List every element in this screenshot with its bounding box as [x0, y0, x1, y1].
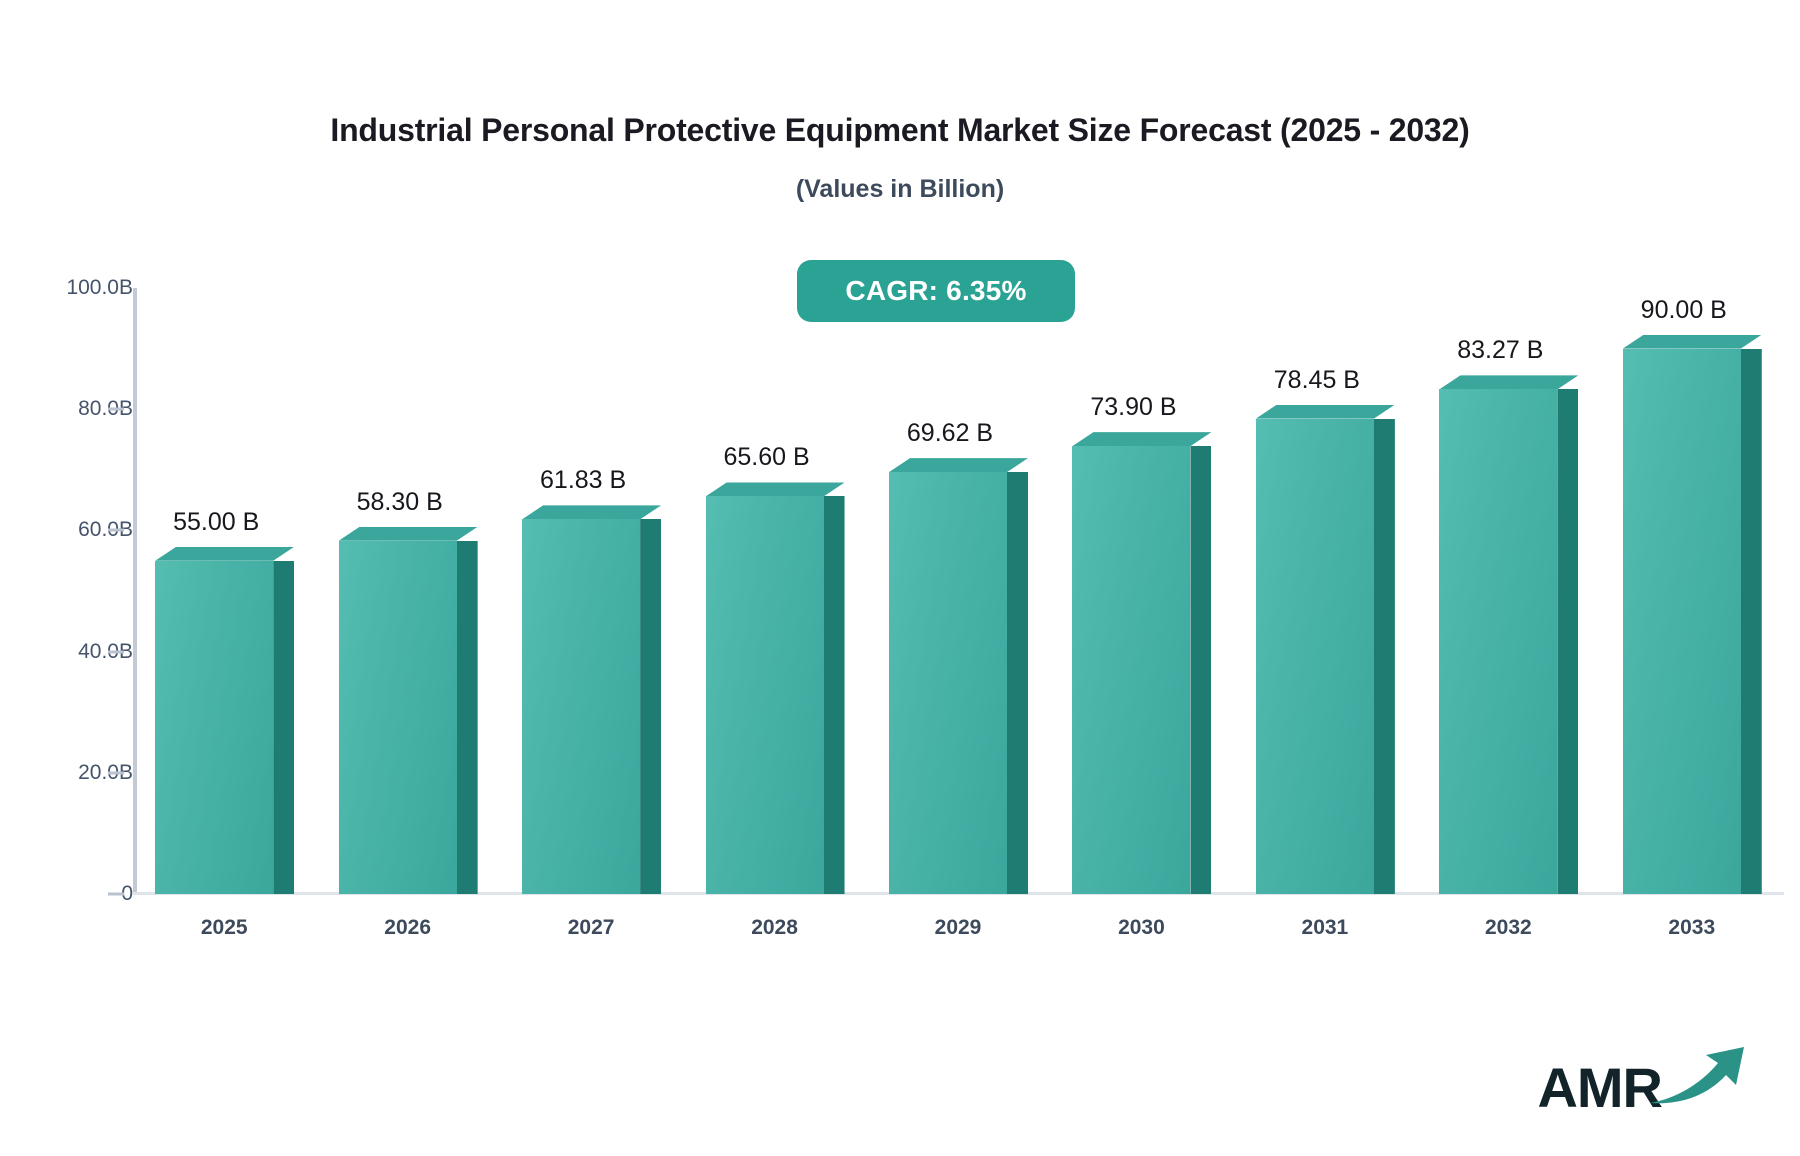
bar-front-face	[155, 560, 274, 894]
bar-column[interactable]: 65.60 B	[705, 443, 845, 894]
bar-side-face	[273, 560, 295, 894]
bar-front-face	[1072, 446, 1191, 894]
bar-side-face	[456, 540, 478, 894]
bar-front-face	[1622, 348, 1741, 894]
x-axis-tick-label: 2025	[200, 916, 248, 939]
bar-top-face	[155, 546, 295, 561]
bar-column[interactable]: 58.30 B	[338, 488, 478, 894]
x-axis-tick-label: 2033	[1668, 916, 1716, 939]
bar-side-face	[1190, 446, 1212, 894]
bar-3d-body[interactable]	[705, 482, 845, 894]
bar-value-label: 83.27 B	[1457, 336, 1544, 365]
bar-value-label: 58.30 B	[356, 487, 443, 516]
bar-side-face	[1740, 348, 1762, 894]
bar-column[interactable]: 73.90 B	[1072, 393, 1212, 894]
bar-side-face	[1373, 418, 1395, 894]
y-axis-tick-mark	[108, 650, 124, 654]
bar-column[interactable]: 83.27 B	[1439, 336, 1579, 894]
bar-front-face	[1439, 389, 1558, 894]
bar-top-face	[1072, 432, 1212, 447]
trend-up-arrow-icon	[1648, 1045, 1748, 1112]
cagr-badge: CAGR: 6.35%	[797, 260, 1075, 322]
bar-3d-body[interactable]	[522, 505, 662, 894]
bar-3d-body[interactable]	[1255, 404, 1395, 894]
x-axis-tick-label: 2032	[1484, 916, 1532, 939]
bar-front-face	[705, 496, 824, 894]
bar-column[interactable]: 55.00 B	[155, 508, 295, 894]
bar-value-label: 55.00 B	[173, 507, 260, 536]
bar-3d-body[interactable]	[1439, 375, 1579, 894]
bar-top-face	[1622, 334, 1762, 349]
bar-value-label: 73.90 B	[1090, 393, 1177, 422]
amr-logo: AMR	[1537, 1045, 1748, 1116]
y-axis-line	[133, 288, 137, 894]
bar-3d-body[interactable]	[155, 546, 295, 894]
y-axis-tick-mark	[108, 892, 124, 896]
bar-column[interactable]: 78.45 B	[1255, 366, 1395, 894]
bar-value-label: 65.60 B	[723, 443, 810, 472]
x-axis-tick-label: 2030	[1118, 916, 1165, 939]
y-axis-tick-mark	[108, 528, 124, 532]
x-axis-tick-label: 2027	[567, 916, 615, 939]
y-axis-tick-label: 20.0B	[78, 760, 133, 784]
x-axis-tick-label: 2026	[384, 916, 432, 939]
bar-3d-body[interactable]	[338, 526, 478, 894]
bar-side-face	[640, 519, 662, 894]
y-axis-tick-mark	[108, 407, 124, 411]
bar-side-face	[1557, 389, 1579, 894]
y-axis-tick-label: 100.0B	[66, 276, 133, 299]
bar-top-face	[705, 482, 845, 497]
bar-column[interactable]: 61.83 B	[522, 466, 662, 894]
bar-3d-body[interactable]	[889, 458, 1028, 894]
bar-side-face	[1007, 472, 1028, 894]
cagr-badge-label: CAGR: 6.35%	[845, 275, 1027, 306]
page-title: Industrial Personal Protective Equipment…	[330, 112, 1470, 148]
y-axis-tick-label: 80.0B	[78, 397, 133, 421]
bar-value-label: 61.83 B	[540, 466, 627, 495]
bar-top-face	[1255, 404, 1395, 419]
amr-logo-text: AMR	[1537, 1056, 1663, 1119]
x-axis-tick-label: 2029	[934, 916, 982, 939]
bar-value-label: 78.45 B	[1273, 365, 1360, 394]
bars-layer: 55.00 B 58.30 B 61.83 B 65.60 B 69.62 B 73.90…	[133, 288, 1784, 894]
bar-side-face	[823, 496, 845, 894]
y-axis-tick-label: 0	[121, 882, 133, 905]
bar-column[interactable]: 90.00 B	[1622, 296, 1762, 894]
bar-3d-body[interactable]	[1072, 432, 1212, 894]
chart-subtitle: (Values in Billion)	[795, 175, 1005, 203]
bar-front-face	[1255, 418, 1374, 894]
bar-top-face	[889, 458, 1028, 473]
x-axis-tick-label: 2028	[751, 916, 798, 939]
bar-front-face	[338, 540, 457, 894]
x-axis-tick-label: 2031	[1301, 916, 1349, 939]
y-axis-tick-label: 60.0B	[78, 518, 133, 542]
y-axis-tick-mark	[108, 771, 124, 775]
bar-column[interactable]: 69.62 B	[889, 419, 1028, 894]
bar-3d-body[interactable]	[1622, 334, 1762, 894]
bar-front-face	[522, 519, 641, 894]
y-axis-tick-label: 40.0B	[78, 639, 133, 663]
bar-value-label: 69.62 B	[906, 419, 994, 448]
bar-front-face	[889, 472, 1007, 894]
bar-top-face	[338, 526, 478, 541]
bar-top-face	[1439, 375, 1579, 390]
bar-value-label: 90.00 B	[1640, 295, 1727, 324]
bar-top-face	[522, 505, 662, 520]
